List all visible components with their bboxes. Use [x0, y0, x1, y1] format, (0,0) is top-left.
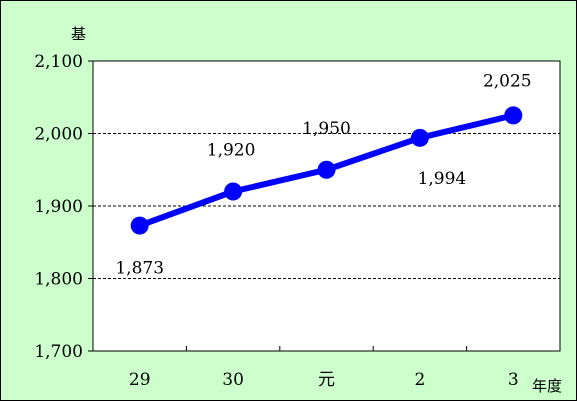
y-tick-label: 2,100 [34, 52, 83, 72]
x-tick-label: 30 [222, 370, 244, 390]
data-point [410, 128, 429, 147]
x-tick-label: 2 [414, 370, 425, 390]
data-label: 1,920 [207, 141, 256, 161]
x-tick-label: 3 [508, 370, 519, 390]
data-point [504, 106, 523, 125]
data-point [317, 160, 336, 179]
y-unit-label: 基 [71, 25, 86, 43]
data-label: 1,873 [115, 259, 164, 279]
y-tick-label: 1,700 [34, 342, 83, 362]
data-point [130, 216, 149, 235]
y-tick-label: 2,000 [34, 125, 83, 145]
data-point [224, 182, 243, 201]
data-label: 1,950 [302, 119, 351, 139]
y-tick-label: 1,900 [34, 197, 83, 217]
y-tick-label: 1,800 [34, 270, 83, 290]
x-tick-label: 29 [129, 370, 151, 390]
data-label: 2,025 [483, 71, 532, 91]
x-tick-label: 元 [318, 370, 335, 390]
data-label: 1,994 [418, 169, 467, 189]
x-unit-label: 年度 [532, 377, 562, 395]
